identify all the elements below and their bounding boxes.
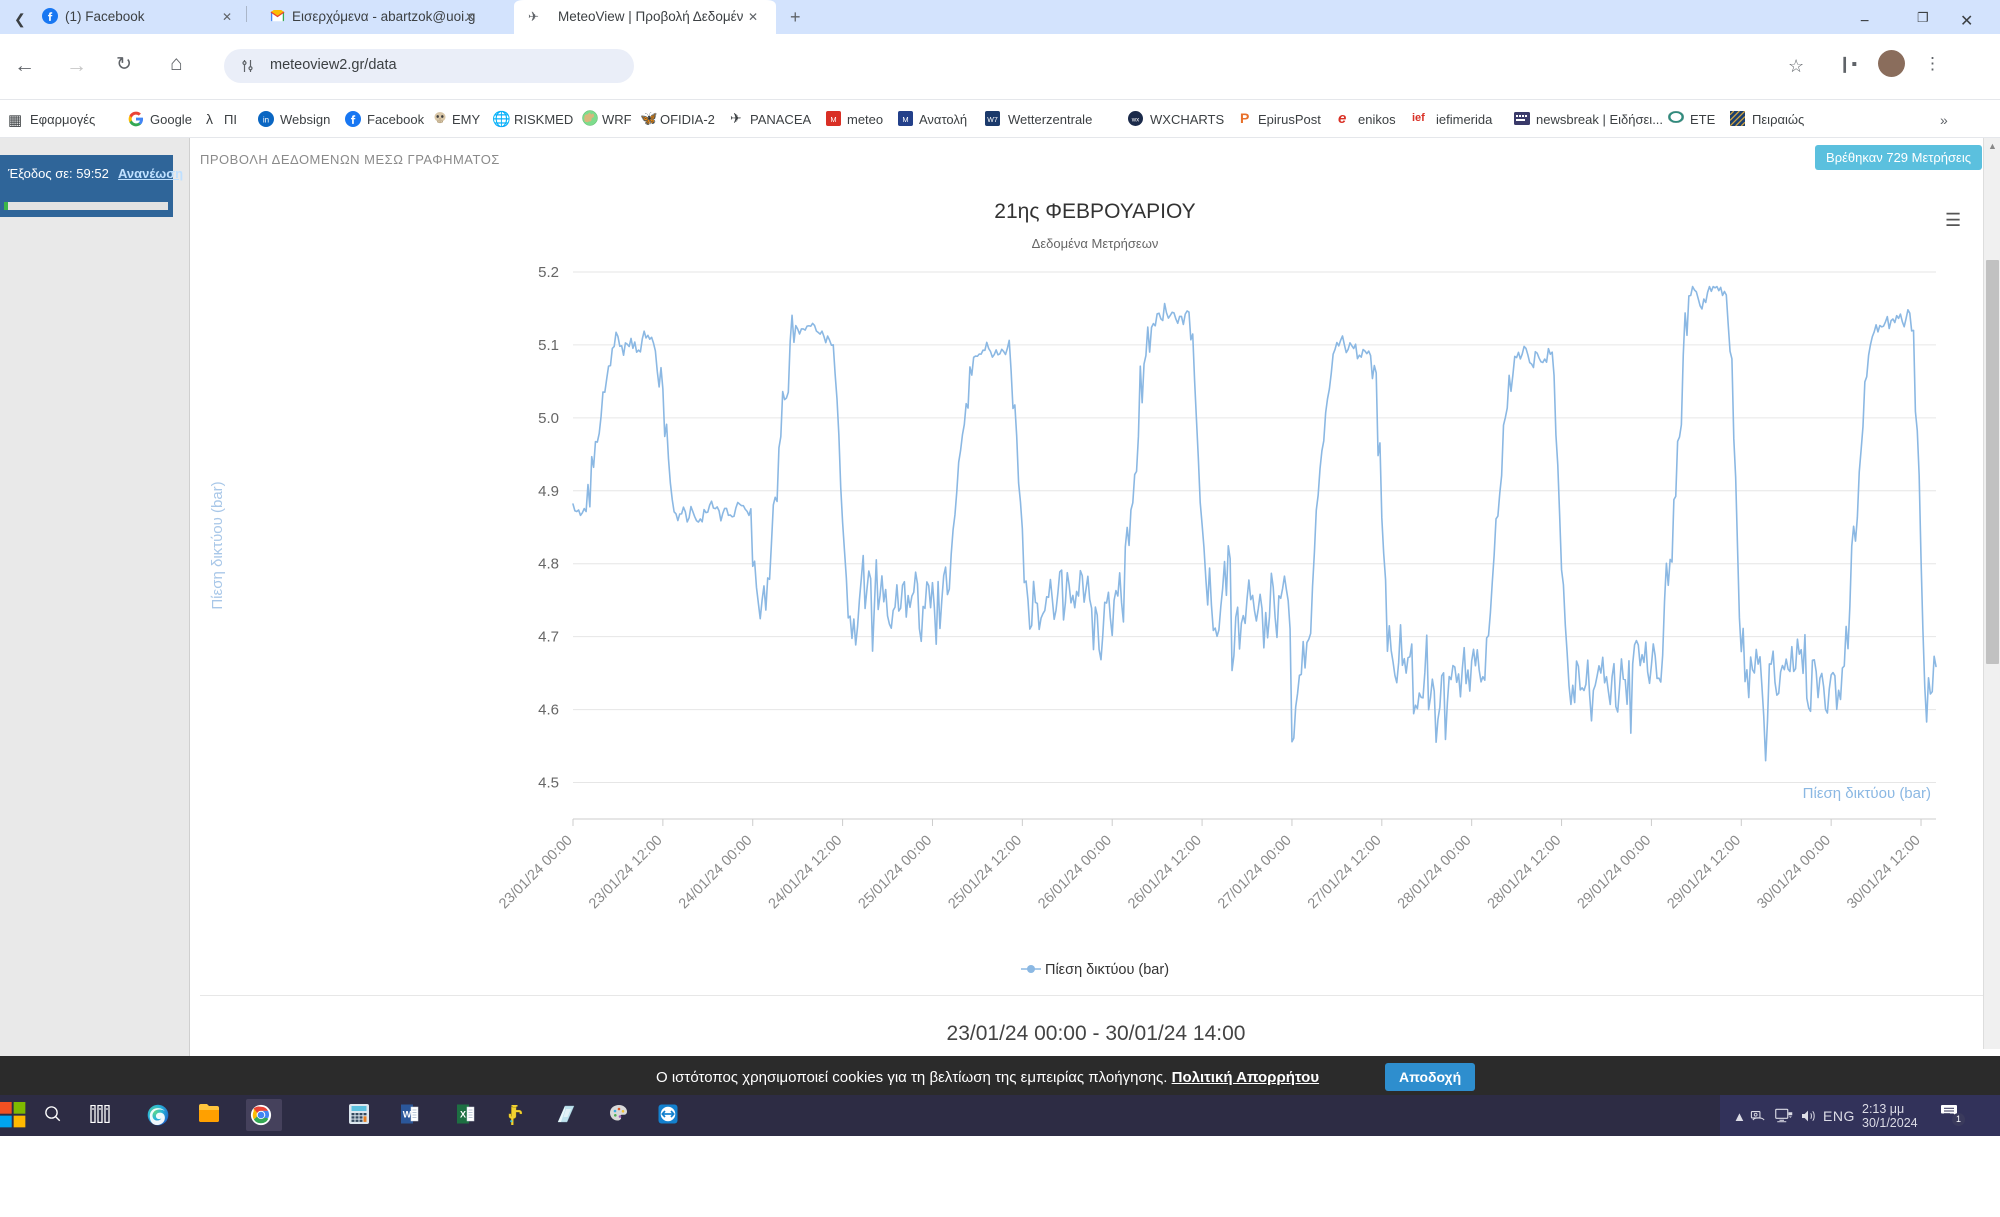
svg-text:29/01/24 00:00: 29/01/24 00:00 xyxy=(1575,833,1655,913)
svg-text:4.8: 4.8 xyxy=(538,556,559,573)
svg-text:wx: wx xyxy=(1131,116,1139,123)
svg-text:4.5: 4.5 xyxy=(538,775,559,792)
svg-text:4.9: 4.9 xyxy=(538,483,559,500)
svg-text:M: M xyxy=(830,115,836,124)
svg-text:W7: W7 xyxy=(987,117,998,124)
svg-text:5.1: 5.1 xyxy=(538,337,559,354)
svg-text:27/01/24 00:00: 27/01/24 00:00 xyxy=(1215,833,1295,913)
svg-text:30/01/24 12:00: 30/01/24 12:00 xyxy=(1844,833,1924,913)
svg-text:Πίεση δικτύου (bar): Πίεση δικτύου (bar) xyxy=(1803,785,1931,802)
svg-text:4.7: 4.7 xyxy=(538,629,559,646)
svg-text:23/01/24 00:00: 23/01/24 00:00 xyxy=(496,833,576,913)
svg-text:W: W xyxy=(403,1110,412,1120)
svg-text:24/01/24 00:00: 24/01/24 00:00 xyxy=(676,833,756,913)
svg-text:4.6: 4.6 xyxy=(538,702,559,719)
svg-text:5.2: 5.2 xyxy=(538,264,559,281)
svg-text:28/01/24 12:00: 28/01/24 12:00 xyxy=(1485,833,1565,913)
svg-text:27/01/24 12:00: 27/01/24 12:00 xyxy=(1305,833,1385,913)
svg-text:26/01/24 00:00: 26/01/24 00:00 xyxy=(1035,833,1115,913)
svg-text:28/01/24 00:00: 28/01/24 00:00 xyxy=(1395,833,1475,913)
svg-text:5.0: 5.0 xyxy=(538,410,559,427)
svg-text:X: X xyxy=(460,1110,466,1120)
svg-text:M: M xyxy=(902,115,908,124)
svg-text:25/01/24 12:00: 25/01/24 12:00 xyxy=(945,833,1025,913)
svg-text:23/01/24 12:00: 23/01/24 12:00 xyxy=(586,833,666,913)
svg-text:Πίεση δικτύου (bar): Πίεση δικτύου (bar) xyxy=(209,481,226,609)
svg-text:25/01/24 00:00: 25/01/24 00:00 xyxy=(856,833,936,913)
svg-text:29/01/24 12:00: 29/01/24 12:00 xyxy=(1664,833,1744,913)
svg-text:in: in xyxy=(263,116,269,125)
svg-text:30/01/24 00:00: 30/01/24 00:00 xyxy=(1754,833,1834,913)
svg-text:24/01/24 12:00: 24/01/24 12:00 xyxy=(766,833,846,913)
svg-text:26/01/24 12:00: 26/01/24 12:00 xyxy=(1125,833,1205,913)
